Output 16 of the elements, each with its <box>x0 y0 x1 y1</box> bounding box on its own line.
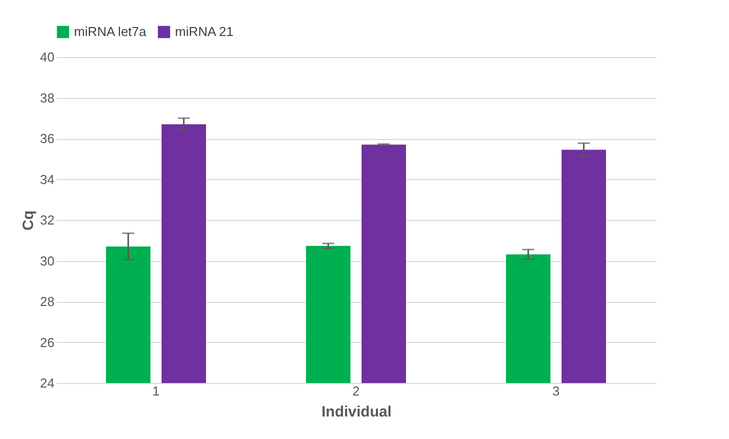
x-tick-label: 3 <box>552 384 560 398</box>
y-tick-label: 24 <box>40 376 54 390</box>
legend-label: miRNA let7a <box>74 24 148 39</box>
y-tick-label: 26 <box>40 334 54 350</box>
y-tick-label: 40 <box>40 50 54 64</box>
x-axis-title: Individual <box>321 404 392 420</box>
y-tick-label: 36 <box>40 131 54 146</box>
y-tick-label: 32 <box>40 212 54 228</box>
y-axis-title: Cq <box>20 210 38 230</box>
x-tick-label: 2 <box>352 384 360 398</box>
y-tick-label: 28 <box>40 294 54 309</box>
legend-label: miRNA 21 <box>175 24 234 39</box>
y-tick-label: 38 <box>40 90 54 106</box>
y-tick-label: 30 <box>40 253 54 268</box>
y-tick-label: 34 <box>40 172 54 187</box>
x-tick-label: 1 <box>152 384 160 398</box>
